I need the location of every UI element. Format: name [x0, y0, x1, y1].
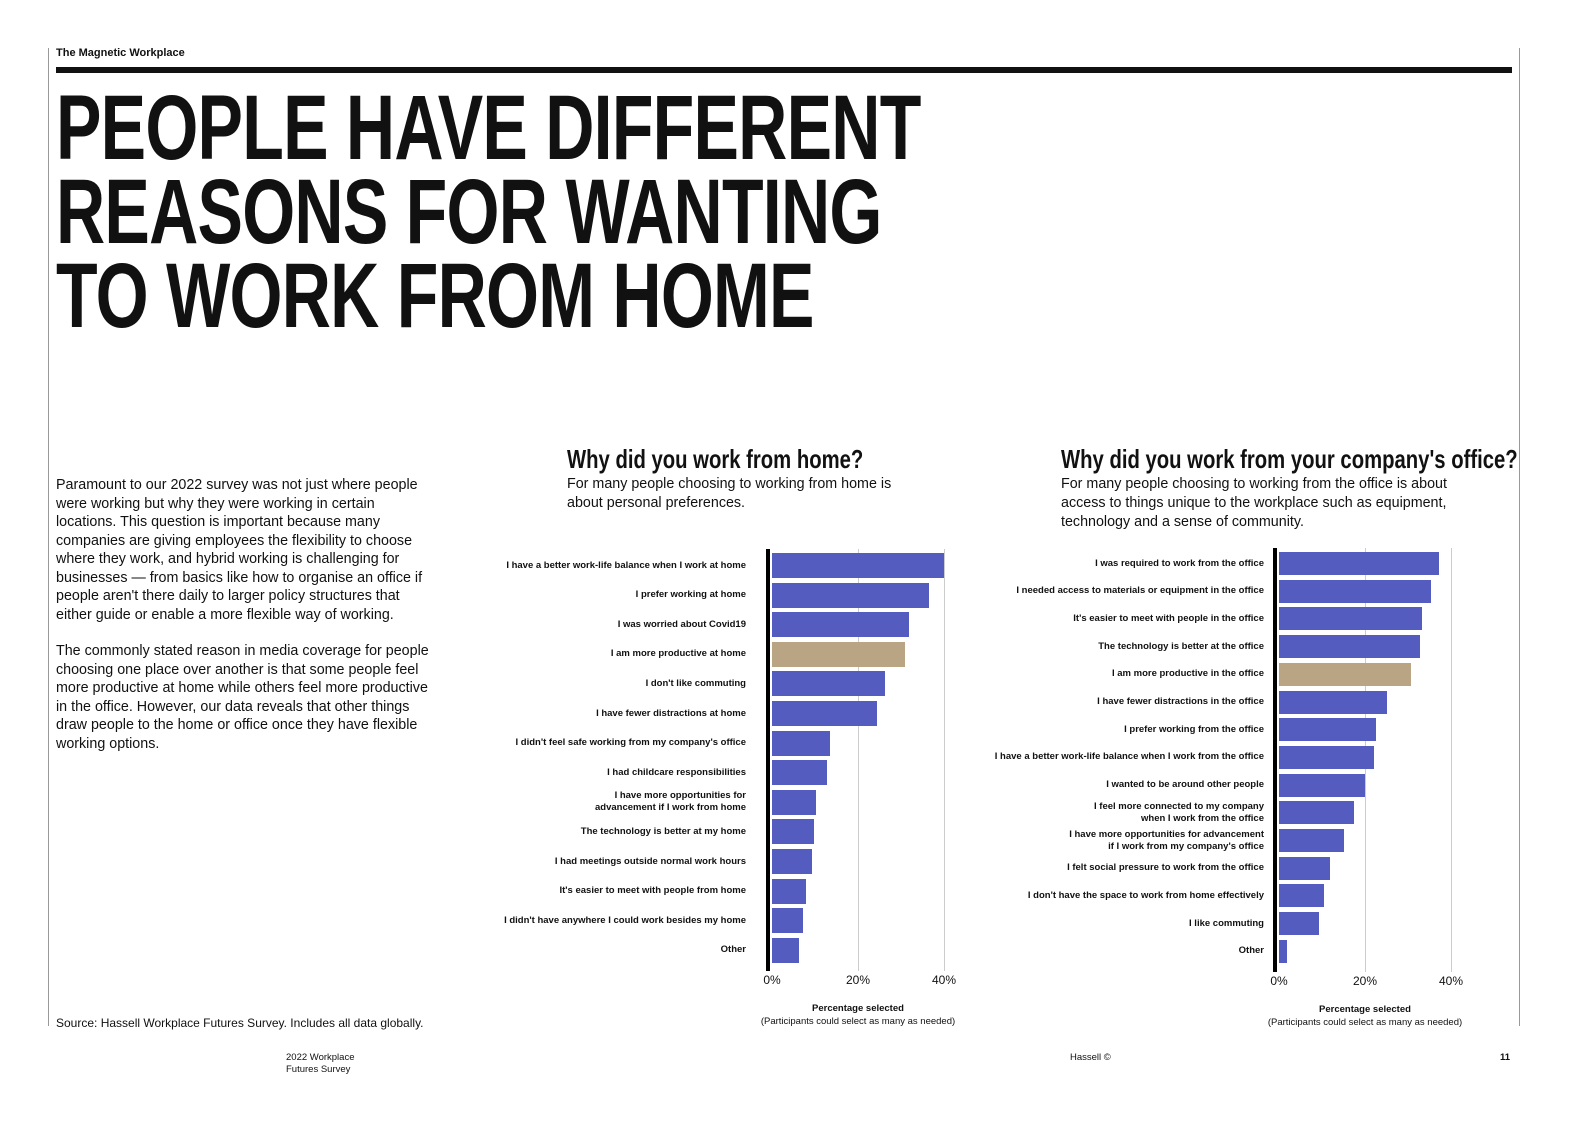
category-label: I have more opportunities for advancemen… — [1069, 828, 1264, 852]
bar — [772, 612, 909, 638]
bar — [772, 849, 813, 874]
gridline — [858, 549, 859, 972]
bar — [1279, 607, 1423, 631]
bar — [772, 908, 803, 934]
x-tick-label: 20% — [1352, 973, 1378, 988]
bar — [1279, 773, 1366, 797]
category-label: It's easier to meet with people from hom… — [559, 885, 747, 897]
x-tick-label: 40% — [1438, 973, 1464, 988]
section-header: The Magnetic Workplace — [56, 47, 185, 59]
category-label: I feel more connected to my company when… — [1094, 800, 1264, 824]
bar — [772, 553, 944, 578]
category-label: I had childcare responsibilities — [607, 766, 746, 778]
category-label: I am more productive in the office — [1111, 668, 1264, 680]
category-label: I prefer working from the office — [1124, 723, 1264, 735]
category-label: I wanted to be around other people — [1106, 779, 1264, 791]
bar — [1279, 884, 1324, 908]
category-label: I have fewer distractions in the office — [1097, 696, 1264, 707]
bar — [1279, 552, 1439, 575]
footer-line: Futures Survey — [286, 1064, 351, 1075]
page-title: PEOPLE HAVE DIFFERENT REASONS FOR WANTIN… — [56, 77, 944, 347]
bar — [772, 878, 807, 904]
bar — [1279, 912, 1320, 936]
bar — [772, 582, 929, 608]
title-line: REASONS FOR WANTING — [56, 161, 882, 263]
category-label: I needed access to materials or equipmen… — [1016, 585, 1264, 597]
bar — [1279, 745, 1374, 769]
x-axis-note: (Participants could select as many as ne… — [1267, 1016, 1463, 1028]
category-label: I didn't have anywhere I could work besi… — [504, 914, 746, 926]
category-label: I prefer working at home — [635, 589, 746, 601]
bar — [1279, 690, 1388, 714]
bar — [1279, 662, 1412, 686]
category-label: I didn't feel safe working from my compa… — [515, 737, 746, 749]
bar — [772, 819, 815, 845]
category-label: I like commuting — [1189, 917, 1264, 929]
bar — [1279, 829, 1344, 852]
x-axis-title: Percentage selected — [812, 1003, 904, 1015]
chart-office-header: Why did you work from your company's off… — [1061, 444, 1518, 532]
left-margin-rule — [48, 48, 49, 1026]
right-margin-rule — [1519, 48, 1520, 1026]
category-label: I was required to work from the office — [1095, 557, 1264, 569]
title-line: PEOPLE HAVE DIFFERENT — [56, 77, 921, 179]
page-number: 11 — [1500, 1052, 1511, 1063]
category-label: I have a better work-life balance when I… — [994, 751, 1264, 763]
bar — [1279, 718, 1376, 742]
category-label: I am more productive at home — [610, 648, 746, 660]
chart-home-header: Why did you work from home? For many peo… — [567, 444, 927, 513]
bar — [1279, 939, 1288, 963]
category-label: Other — [1238, 945, 1264, 957]
bar — [772, 937, 800, 963]
x-axis-title: Percentage selected — [1319, 1003, 1411, 1015]
y-axis — [1273, 548, 1277, 972]
category-label: I don't like commuting — [645, 677, 746, 689]
paragraph: Paramount to our 2022 survey was not jus… — [56, 477, 423, 623]
category-label: I have fewer distractions at home — [596, 707, 746, 719]
bar — [772, 671, 886, 697]
category-label: I had meetings outside normal work hours — [554, 855, 746, 867]
chart-subtitle: For many people choosing to working from… — [1061, 476, 1447, 530]
category-label: I have more opportunities for advancemen… — [595, 790, 746, 814]
body-text: Paramount to our 2022 survey was not jus… — [56, 476, 436, 771]
gridline — [1451, 548, 1452, 972]
category-label: I was worried about Covid19 — [617, 618, 746, 630]
category-label: The technology is better at my home — [580, 825, 746, 837]
category-label: It's easier to meet with people in the o… — [1073, 612, 1264, 624]
footer-survey: 2022 Workplace Futures Survey — [286, 1052, 354, 1076]
bar — [772, 701, 877, 726]
bar — [1279, 856, 1330, 880]
bar — [772, 641, 905, 667]
title-line: TO WORK FROM HOME — [56, 245, 814, 347]
category-label: I have a better work-life balance when I… — [506, 559, 746, 571]
chart-subtitle: For many people choosing to working from… — [567, 476, 892, 511]
category-label: I don't have the space to work from home… — [1027, 889, 1264, 901]
bar — [772, 730, 831, 756]
chart-title: Why did you work from your company's off… — [1061, 444, 1518, 474]
paragraph: The commonly stated reason in media cove… — [56, 643, 429, 752]
gridline — [944, 549, 945, 972]
x-tick-label: 0% — [763, 973, 781, 988]
category-label: The technology is better at the office — [1098, 640, 1264, 652]
y-axis — [766, 549, 770, 972]
bar — [1279, 579, 1431, 603]
x-tick-label: 0% — [1270, 973, 1288, 988]
x-tick-label: 40% — [931, 973, 957, 988]
x-axis-note: (Participants could select as many as ne… — [760, 1016, 956, 1028]
bar — [1279, 801, 1355, 825]
header-rule — [56, 67, 1512, 73]
x-tick-label: 20% — [845, 973, 871, 988]
bar — [772, 789, 817, 815]
bar — [772, 760, 828, 786]
source-note: Source: Hassell Workplace Futures Survey… — [56, 1016, 424, 1030]
footer-brand: Hassell © — [1070, 1052, 1111, 1063]
category-label: Other — [720, 944, 746, 956]
chart-title: Why did you work from home? — [567, 444, 864, 474]
bar — [1279, 635, 1421, 659]
footer-line: 2022 Workplace — [286, 1052, 355, 1063]
category-label: I felt social pressure to work from the … — [1067, 862, 1264, 874]
